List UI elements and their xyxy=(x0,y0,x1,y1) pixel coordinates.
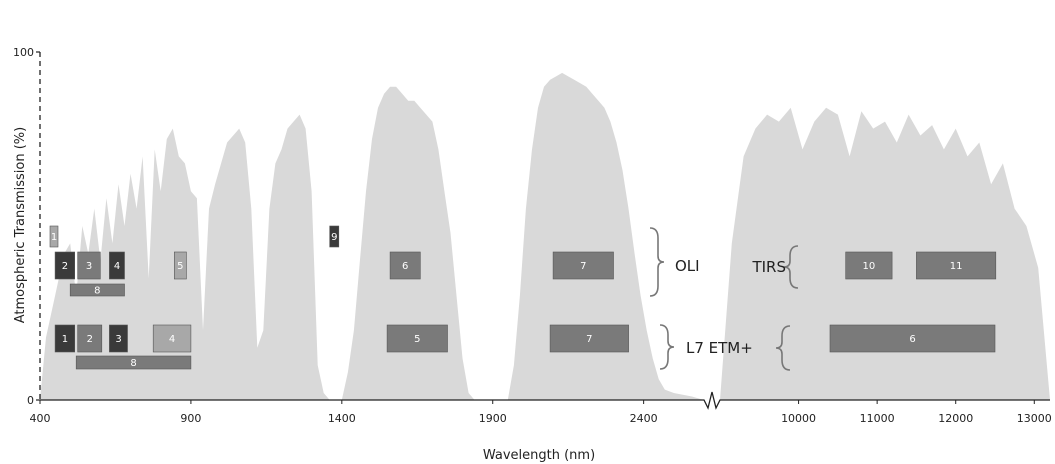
oli-band-1-label: 1 xyxy=(51,232,57,243)
oli-band-5-label: 5 xyxy=(177,261,183,272)
l7-etm-brace xyxy=(659,324,675,370)
tirs-band-11-label: 11 xyxy=(950,261,963,272)
band-layer: 1 2 3 4 5 8 9 6 7 1 2 3 4 8 5 7 6 10 11 xyxy=(49,225,997,370)
x-tick-labels: 400 900 1400 1900 2400 10000 11000 12000 13000 xyxy=(30,400,1052,425)
oli-band-1-bar xyxy=(49,225,59,248)
l7-etm-band-2-label: 2 xyxy=(87,334,93,345)
oli-band-2-bar xyxy=(54,251,75,280)
l7-etm-band-6-label: 6 xyxy=(909,334,915,345)
oli-band-7-bar xyxy=(552,251,614,280)
l7-etm-band-8-label: 8 xyxy=(130,358,136,369)
x-tick-label: 1900 xyxy=(479,412,507,425)
oli-band-9-bar xyxy=(329,225,340,248)
l7-etm-band-7-label: 7 xyxy=(586,334,592,345)
l7-etm-thermal-brace xyxy=(775,325,791,371)
l7-etm-band-5-label: 5 xyxy=(414,334,420,345)
oli-band-2-label: 2 xyxy=(62,261,68,272)
l7-etm-group-label: L7 ETM+ xyxy=(686,339,753,357)
l7-etm-band-1-bar xyxy=(54,324,75,353)
oli-band-6-label: 6 xyxy=(402,261,408,272)
l7-etm-band-1-label: 1 xyxy=(62,334,68,345)
oli-band-5-bar xyxy=(174,251,187,280)
x-tick-label: 900 xyxy=(180,412,201,425)
oli-band-3-label: 3 xyxy=(86,261,92,272)
l7-etm-band-3-bar xyxy=(109,324,128,353)
x-tick-label: 13000 xyxy=(1017,412,1052,425)
l7-etm-band-5-bar xyxy=(386,324,448,353)
oli-group-label: OLI xyxy=(675,257,700,275)
x-tick-label: 12000 xyxy=(938,412,973,425)
l7-etm-band-4-bar xyxy=(152,324,192,353)
oli-band-8-bar xyxy=(69,283,125,297)
l7-etm-band-8-bar xyxy=(75,355,192,370)
x-tick-label: 2400 xyxy=(630,412,658,425)
x-tick-label: 400 xyxy=(30,412,51,425)
l7-etm-band-7-bar xyxy=(549,324,629,353)
tirs-band-11-bar xyxy=(916,251,997,280)
transmission-area-reflective xyxy=(40,72,704,401)
oli-brace xyxy=(649,227,665,297)
tirs-group-label: TIRS xyxy=(751,258,786,276)
oli-band-4-bar xyxy=(109,251,125,280)
y-tick-label: 0 xyxy=(27,394,34,407)
group-label-layer: OLI L7 ETM+ TIRS xyxy=(649,227,799,371)
x-tick-label: 10000 xyxy=(781,412,816,425)
x-axis xyxy=(40,391,1050,410)
y-tick-label: 100 xyxy=(13,46,34,59)
l7-etm-band-6-bar xyxy=(829,324,996,353)
oli-band-9-label: 9 xyxy=(331,232,337,243)
oli-band-4-label: 4 xyxy=(114,261,120,272)
l7-etm-band-4-label: 4 xyxy=(169,334,175,345)
x-tick-label: 11000 xyxy=(860,412,895,425)
y-axis-title: Atmospheric Transmission (%) xyxy=(13,127,28,324)
tirs-brace xyxy=(783,245,799,289)
l7-etm-band-2-bar xyxy=(77,324,103,353)
x-axis-title: Wavelength (nm) xyxy=(483,448,595,463)
oli-band-6-bar xyxy=(389,251,421,280)
oli-band-8-label: 8 xyxy=(94,286,100,297)
x-tick-label: 1400 xyxy=(328,412,356,425)
oli-band-3-bar xyxy=(77,251,101,280)
l7-etm-band-3-label: 3 xyxy=(115,334,121,345)
tirs-band-10-bar xyxy=(845,251,893,280)
tirs-band-10-label: 10 xyxy=(863,261,876,272)
y-tick-labels: 0 100 xyxy=(13,46,40,407)
oli-band-7-label: 7 xyxy=(580,261,586,272)
axes-layer xyxy=(39,52,1050,410)
